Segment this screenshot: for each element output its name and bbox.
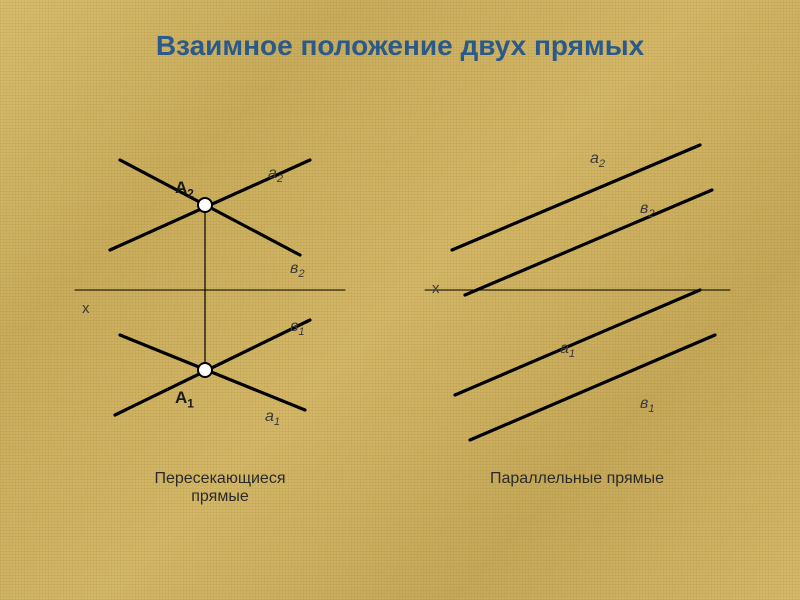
right-x-label: x: [432, 280, 440, 297]
right-b1-label: в1: [640, 395, 655, 415]
left-caption: Пересекающиеся прямые: [140, 470, 300, 506]
right-a2-label: a2: [590, 150, 605, 170]
left-x-label: x: [82, 300, 90, 317]
left-A1-label: A1: [175, 388, 194, 410]
right-caption: Параллельные прямые: [490, 470, 664, 488]
left-b2-label: в2: [290, 260, 305, 280]
left-a2-label: a2: [268, 165, 283, 185]
diagram-svg: [0, 0, 800, 600]
left-b1-label: в1: [290, 318, 305, 338]
left-A2-label: A2: [175, 178, 194, 200]
right-b2-label: в2: [640, 200, 655, 220]
right-a1-label: a1: [560, 340, 575, 360]
left-a1-label: a1: [265, 408, 280, 428]
